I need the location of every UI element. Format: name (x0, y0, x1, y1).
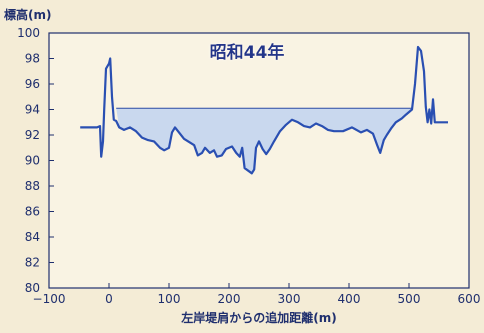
x-tick-label: 100 (158, 292, 181, 306)
x-axis-label: 左岸堤肩からの追加距離(m) (180, 310, 336, 325)
y-axis: 80 82 84 86 88 90 92 94 96 98 100 (17, 26, 54, 295)
water-region (116, 107, 412, 174)
x-axis: −100 0 100 200 300 400 500 600 (33, 283, 481, 306)
chart-title: 昭和44年 (210, 42, 285, 63)
y-tick-label: 96 (25, 77, 40, 91)
x-tick-label: 500 (398, 292, 421, 306)
y-tick-label: 92 (25, 128, 40, 142)
x-tick-label: 200 (218, 292, 241, 306)
y-axis-label: 標高(m) (4, 7, 51, 22)
x-tick-label: 400 (338, 292, 361, 306)
y-tick-label: 86 (25, 205, 40, 219)
y-tick-label: 94 (25, 103, 40, 117)
water-fill (116, 108, 412, 174)
plot-area (48, 32, 470, 289)
y-tick-label: 100 (17, 26, 40, 40)
x-tick-label: 0 (105, 292, 113, 306)
x-tick-label: −100 (33, 292, 66, 306)
riverbed-profile-line (80, 45, 448, 175)
x-tick-label: 600 (458, 292, 481, 306)
x-tick-label: 300 (278, 292, 301, 306)
y-tick-label: 82 (25, 256, 40, 270)
y-tick-label: 80 (25, 281, 40, 295)
y-tick-label: 88 (25, 179, 40, 193)
y-tick-label: 90 (25, 154, 40, 168)
y-tick-label: 84 (25, 230, 40, 244)
y-tick-label: 98 (25, 52, 40, 66)
series-layer (80, 45, 448, 175)
